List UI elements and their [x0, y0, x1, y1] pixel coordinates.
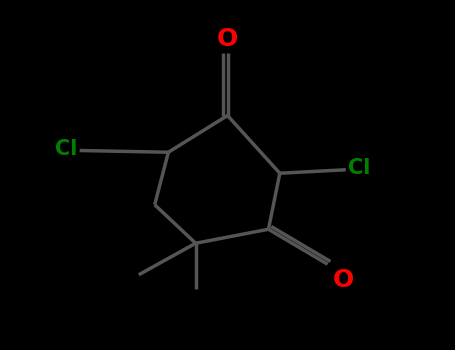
- Text: Cl: Cl: [55, 139, 77, 159]
- Text: O: O: [333, 268, 354, 292]
- Text: Cl: Cl: [348, 158, 370, 178]
- Text: O: O: [217, 27, 238, 51]
